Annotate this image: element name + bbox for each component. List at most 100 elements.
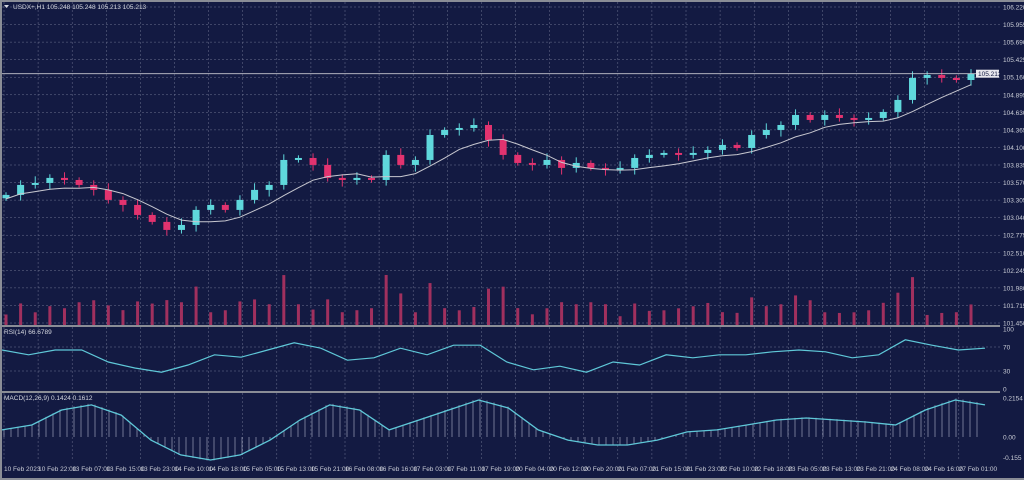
volume-bar: [881, 302, 885, 325]
candle-body: [938, 74, 946, 78]
main-panel: [2, 2, 1000, 325]
price-tick-label: 104.630: [1003, 110, 1024, 117]
time-tick-label: 15 Feb 05:00: [243, 466, 282, 473]
candle-body: [134, 204, 142, 215]
candle-body: [704, 149, 712, 153]
macd-signal-line: [1, 399, 986, 461]
rsi-header: RSI(14) 66.6789: [4, 329, 52, 336]
candle-body: [17, 184, 25, 195]
volume-bar: [677, 308, 681, 325]
candle-body: [631, 157, 639, 168]
candle-body: [645, 154, 653, 158]
volume-bar: [106, 305, 110, 325]
volume-bars: [4, 274, 973, 325]
volume-bar: [355, 310, 359, 325]
candle-body: [485, 124, 492, 140]
candle-body: [382, 154, 390, 180]
time-tick-label: 13 Feb 15:00: [106, 466, 145, 473]
volume-bar: [940, 312, 944, 325]
volume-bar: [618, 316, 622, 325]
time-tick-label: 10 Feb 22:00: [38, 466, 77, 473]
volume-bar: [413, 312, 417, 325]
price-axis: [1000, 2, 1024, 478]
candle-body: [748, 134, 756, 148]
candle-body: [177, 224, 185, 230]
candle-body: [952, 77, 960, 81]
candle-body: [163, 221, 171, 230]
time-tick-label: 21 Feb 07:00: [618, 466, 657, 473]
volume-bar: [370, 308, 374, 325]
rsi-tick-label: 70: [1003, 345, 1011, 352]
time-tick-label: 17 Feb 19:00: [481, 466, 520, 473]
candle-body: [923, 74, 931, 78]
volume-bar: [472, 306, 476, 325]
collapse-triangle-icon[interactable]: [4, 5, 9, 8]
price-tick-label: 103.040: [1003, 215, 1024, 222]
price-tick-label: 102.245: [1003, 268, 1024, 275]
rsi-series: [1, 339, 986, 373]
candle-body: [909, 77, 917, 100]
volume-bar: [911, 277, 915, 325]
volume-bar: [223, 310, 227, 325]
time-tick-label: 15 Feb 13:00: [277, 466, 316, 473]
candle-body: [309, 157, 317, 165]
volume-bar: [808, 300, 812, 325]
time-tick-label: 10 Feb 2023: [4, 466, 41, 473]
time-tick-label: 20 Feb 04:00: [516, 466, 555, 473]
volume-bar: [764, 306, 768, 325]
volume-bar: [326, 299, 330, 325]
volume-bar: [603, 304, 607, 325]
price-tick-label: 101.715: [1003, 303, 1024, 310]
volume-bar: [33, 312, 37, 325]
time-tick-label: 23 Feb 13:00: [822, 466, 861, 473]
volume-bar: [457, 310, 461, 325]
volume-bar: [574, 304, 578, 325]
candle-body: [119, 199, 127, 205]
candles: [2, 69, 975, 236]
time-tick-label: 21 Feb 23:00: [686, 466, 725, 473]
candle-body: [324, 164, 332, 178]
price-tick-label: 101.980: [1003, 285, 1024, 292]
volume-bar: [516, 308, 520, 325]
price-tick-label: 102.510: [1003, 250, 1024, 257]
candle-body: [221, 204, 229, 210]
candle-body: [967, 73, 975, 81]
candle-body: [441, 129, 449, 135]
time-tick-label: 24 Feb 08:00: [891, 466, 930, 473]
candle-body: [236, 199, 244, 210]
volume-bar: [62, 308, 66, 325]
time-tick-label: 14 Feb 10:00: [175, 466, 214, 473]
candle-body: [294, 157, 302, 160]
time-tick-label: 17 Feb 03:00: [413, 466, 452, 473]
time-tick-label: 16 Feb 08:00: [345, 466, 384, 473]
candle-body: [31, 182, 39, 185]
volume-bar: [794, 295, 798, 325]
volume-bar: [750, 297, 754, 325]
price-tick-label: 103.305: [1003, 198, 1024, 205]
time-tick-label: 13 Feb 07:00: [72, 466, 111, 473]
volume-bar: [823, 312, 827, 325]
candle-body: [280, 159, 288, 185]
time-tick-label: 20 Feb 12:00: [550, 466, 589, 473]
candle-body: [148, 214, 156, 222]
volume-bar: [545, 308, 549, 325]
price-tick-label: 101.450: [1003, 321, 1024, 328]
candle-body: [368, 177, 376, 180]
volume-bar: [267, 304, 271, 325]
volume-bar: [837, 312, 841, 325]
volume-bar: [384, 274, 388, 325]
candle-body: [104, 189, 112, 200]
candle-body: [806, 114, 814, 120]
candle-body: [75, 179, 83, 185]
volume-bar: [647, 310, 651, 325]
time-tick-label: 20 Feb 20:00: [584, 466, 623, 473]
macd-header: MACD(12,26,9) 0.1424 0.1612: [4, 395, 93, 402]
candle-body: [543, 159, 551, 165]
price-tick-label: 105.955: [1003, 22, 1024, 29]
volume-bar: [501, 286, 505, 325]
volume-bar: [662, 310, 666, 325]
volume-bar: [179, 302, 183, 325]
candle-body: [207, 204, 215, 210]
